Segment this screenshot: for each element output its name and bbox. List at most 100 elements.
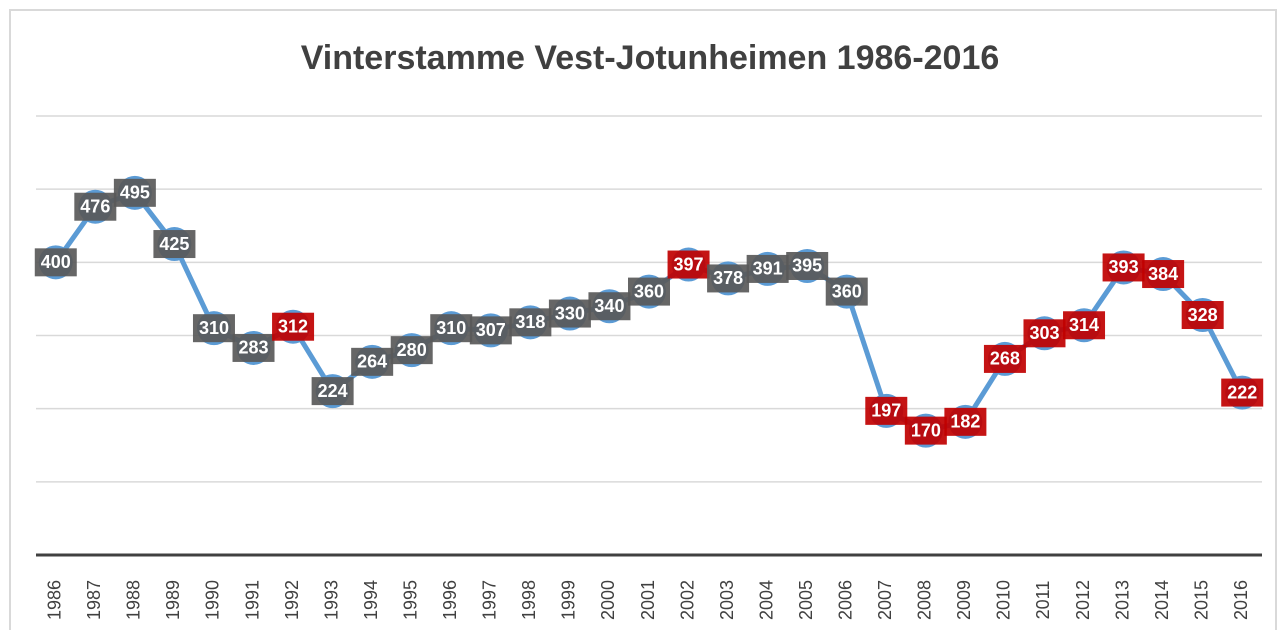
x-tick-label: 1994 <box>361 580 381 620</box>
data-label-box <box>1221 378 1264 407</box>
data-label: 303 <box>1023 319 1066 348</box>
data-label-box <box>588 292 631 321</box>
data-label-box <box>469 316 512 345</box>
data-label: 328 <box>1181 301 1224 330</box>
data-label-box <box>1102 253 1145 282</box>
data-label: 310 <box>192 314 235 343</box>
x-tick-label: 2005 <box>796 580 816 620</box>
data-label: 395 <box>786 251 829 280</box>
data-label: 283 <box>232 333 275 362</box>
x-tick-label: 2015 <box>1191 580 1211 620</box>
data-label-box <box>1142 260 1185 289</box>
data-label-text: 360 <box>832 281 862 301</box>
data-label-text: 310 <box>199 318 229 338</box>
data-label-text: 264 <box>357 352 387 372</box>
data-label-text: 182 <box>950 412 980 432</box>
data-label: 391 <box>746 254 789 283</box>
data-label-text: 307 <box>476 320 506 340</box>
data-label-box <box>548 299 591 328</box>
data-label-text: 393 <box>1109 257 1139 277</box>
data-label-box <box>944 407 987 436</box>
data-label-text: 312 <box>278 316 308 336</box>
data-label-text: 310 <box>436 318 466 338</box>
x-tick-label: 1991 <box>242 580 262 620</box>
data-label-text: 476 <box>80 196 110 216</box>
data-label-text: 197 <box>871 401 901 421</box>
x-tick-label: 2014 <box>1152 580 1172 620</box>
data-label-text: 425 <box>159 234 189 254</box>
x-tick-label: 2004 <box>756 580 776 620</box>
data-label-text: 495 <box>120 183 150 203</box>
data-label-box <box>904 416 947 445</box>
data-label: 318 <box>509 308 552 337</box>
data-label: 330 <box>548 299 591 328</box>
data-label-box <box>390 336 433 365</box>
x-tick-label: 1990 <box>203 580 223 620</box>
data-label: 182 <box>944 407 987 436</box>
x-tick-label: 2003 <box>717 580 737 620</box>
x-tick-label: 1995 <box>400 580 420 620</box>
x-tick-label: 1998 <box>519 580 539 620</box>
x-tick-label: 2009 <box>954 580 974 620</box>
data-label-box <box>34 248 77 277</box>
data-label-box <box>1063 311 1106 340</box>
x-tick-label: 2006 <box>835 580 855 620</box>
x-tick-label: 1987 <box>84 580 104 620</box>
data-label-box <box>351 347 394 376</box>
x-tick-label: 2007 <box>875 580 895 620</box>
data-label-text: 395 <box>792 256 822 276</box>
data-label-text: 303 <box>1029 323 1059 343</box>
x-tick-label: 1996 <box>440 580 460 620</box>
data-label-box <box>272 312 315 341</box>
data-label-text: 400 <box>41 252 71 272</box>
x-tick-label: 1986 <box>45 580 65 620</box>
data-label: 476 <box>74 192 117 221</box>
data-label: 307 <box>469 316 512 345</box>
data-label-box <box>509 308 552 337</box>
x-tick-label: 1988 <box>124 580 144 620</box>
x-tick-label: 2002 <box>677 580 697 620</box>
data-label-box <box>1023 319 1066 348</box>
data-label-box <box>192 314 235 343</box>
data-label-box <box>746 254 789 283</box>
data-label-text: 360 <box>634 281 664 301</box>
data-label-box <box>74 192 117 221</box>
data-label-text: 224 <box>318 381 348 401</box>
data-label-text: 391 <box>753 259 783 279</box>
data-label-text: 397 <box>674 254 704 274</box>
data-label: 495 <box>113 178 156 207</box>
data-label: 264 <box>351 347 394 376</box>
data-label-box <box>232 333 275 362</box>
data-label-text: 280 <box>397 340 427 360</box>
x-tick-label: 2001 <box>638 580 658 620</box>
x-tick-label: 1999 <box>559 580 579 620</box>
x-tick-label: 2011 <box>1033 581 1053 620</box>
chart-title: Vinterstamme Vest-Jotunheimen 1986-2016 <box>301 39 1000 77</box>
data-label: 310 <box>430 314 473 343</box>
data-label-box <box>825 277 868 306</box>
data-label-text: 340 <box>594 296 624 316</box>
data-label: 378 <box>707 264 750 293</box>
data-label-text: 378 <box>713 268 743 288</box>
data-label-text: 318 <box>515 312 545 332</box>
data-label-box <box>153 230 196 259</box>
x-tick-label: 2008 <box>915 580 935 620</box>
data-label: 312 <box>272 312 315 341</box>
data-label: 222 <box>1221 378 1264 407</box>
data-label: 393 <box>1102 253 1145 282</box>
data-label-text: 328 <box>1188 305 1218 325</box>
data-label: 224 <box>311 377 354 406</box>
data-label-text: 314 <box>1069 315 1099 335</box>
x-tick-label: 2013 <box>1112 580 1132 620</box>
data-label-box <box>983 344 1026 373</box>
x-tick-label: 2010 <box>994 580 1014 620</box>
data-label-box <box>667 250 710 279</box>
data-label: 268 <box>983 344 1026 373</box>
data-label-text: 222 <box>1227 382 1257 402</box>
x-tick-label: 2016 <box>1231 580 1251 620</box>
data-label: 397 <box>667 250 710 279</box>
data-label: 197 <box>865 396 908 425</box>
data-label-box <box>628 277 670 306</box>
data-label-box <box>786 251 829 280</box>
